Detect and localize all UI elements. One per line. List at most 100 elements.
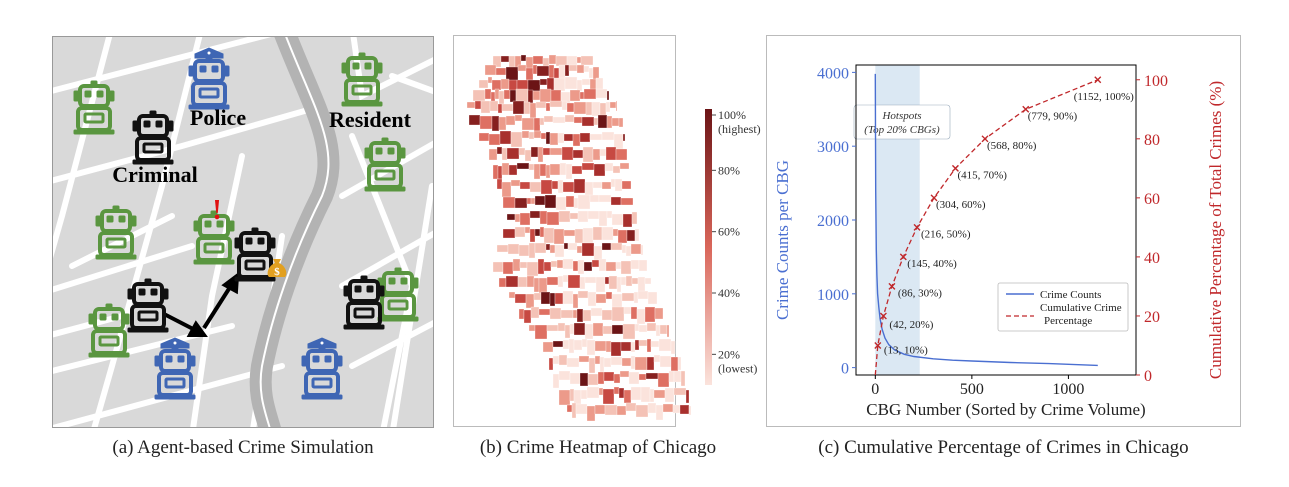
heatmap-cell [539, 117, 545, 126]
heatmap-cell [506, 147, 520, 160]
heatmap-cell [562, 339, 570, 350]
heatmap-cell [572, 309, 578, 319]
heatmap-cell [604, 162, 614, 172]
heatmap-cell [644, 306, 656, 323]
heatmap-cell [517, 64, 527, 72]
heatmap-cell [553, 77, 566, 92]
heatmap-cell [573, 322, 586, 336]
y-axis-label: Crime Counts per CBG [773, 160, 792, 320]
heatmap-cell [512, 258, 521, 272]
heatmap-cell [558, 64, 566, 80]
heatmap-cell [589, 194, 600, 203]
heatmap-cell [530, 197, 536, 205]
heatmap-cell [498, 277, 507, 288]
heatmap-cell [491, 115, 500, 132]
heatmap-cell [495, 67, 507, 76]
heatmap-cell [621, 244, 627, 254]
heatmap-cell [597, 371, 605, 385]
heatmap-cell [616, 405, 627, 416]
heatmap-cell [605, 340, 612, 353]
colorbar-tick-label: 60% [718, 225, 740, 239]
heatmap-cell [666, 324, 670, 338]
heatmap-cell [646, 356, 655, 371]
heatmap-cell [578, 355, 590, 363]
heatmap-cell [670, 340, 676, 355]
heatmap-cell [501, 181, 512, 198]
cumulative-marker [874, 341, 882, 349]
heatmap-cell [573, 339, 583, 351]
heatmap-cell [604, 276, 610, 285]
heatmap-cell [655, 324, 661, 337]
heatmap-cell [534, 324, 548, 340]
heatmap-cell [565, 163, 573, 180]
heatmap-cell [528, 242, 536, 259]
heatmap-cell [514, 114, 523, 122]
heatmap-cell [518, 308, 525, 320]
heatmap-cell [638, 373, 647, 381]
hotspot-sublabel: (Top 20% CBGs) [864, 124, 940, 136]
heatmap-cell [591, 259, 600, 268]
heatmap-cell [566, 102, 575, 113]
heatmap-cell [615, 261, 622, 270]
heatmap-cell [561, 146, 574, 161]
heatmap-cell [562, 181, 575, 193]
cumulative-marker [1094, 76, 1102, 84]
agent-simulation-panel: $ ! Police Resident Criminal [52, 36, 434, 428]
heatmap-cell [576, 56, 582, 64]
heatmap-cell [478, 132, 490, 142]
heatmap-cell [514, 213, 521, 223]
heatmap-cell [574, 228, 584, 244]
heatmap-cell [638, 339, 648, 347]
police-label: Police [190, 105, 246, 130]
heatmap-cell [496, 178, 503, 190]
heatmap-cell [514, 293, 527, 304]
heatmap-cell [609, 101, 617, 109]
heatmap-cell [497, 165, 503, 180]
heatmap-cell [553, 228, 565, 245]
heatmap-cell [612, 228, 619, 237]
y-tick-label: 4000 [817, 65, 849, 82]
heatmap-cell [557, 179, 564, 194]
heatmap-cell [590, 307, 603, 317]
heatmap-cell [584, 276, 597, 284]
heatmap-cell [646, 322, 657, 332]
heatmap-cell [537, 146, 544, 163]
heatmap-cell [534, 242, 547, 254]
heatmap-cell [530, 306, 540, 319]
heatmap-cell [592, 322, 604, 337]
heatmap-cell [571, 402, 577, 419]
heatmap-cell [479, 115, 493, 130]
heatmap-cell [593, 245, 603, 261]
police-robot-icon [300, 337, 344, 401]
heatmap-cell [468, 114, 481, 126]
heatmap-cell [563, 229, 576, 237]
heatmap-cell [492, 261, 504, 273]
heatmap-cell [532, 64, 538, 75]
heatmap-cell [494, 88, 500, 100]
heatmap-cell [576, 308, 584, 323]
heatmap-cell [496, 146, 503, 155]
heatmap-cell [679, 404, 690, 415]
heatmap-cell [497, 103, 503, 114]
heatmap-cell [581, 338, 588, 348]
heatmap-cell [496, 244, 509, 253]
colorbar [705, 109, 712, 385]
heatmap-cell [581, 116, 595, 127]
alert-exclamation-icon: ! [212, 195, 221, 226]
heatmap-cell [588, 67, 594, 79]
heatmap-cell [621, 292, 635, 302]
heatmap-cell [466, 101, 476, 109]
caption-panel-c: (c) Cumulative Percentage of Crimes in C… [818, 437, 1189, 458]
cumulative-point-label: (415, 70%) [957, 169, 1007, 181]
heatmap-cell [521, 117, 535, 131]
heatmap-cell [576, 64, 585, 74]
colorbar-tick-label: 40% [718, 286, 740, 300]
heatmap-cell [539, 210, 548, 225]
cumulative-marker [879, 312, 887, 320]
heatmap-cell [601, 309, 613, 321]
heatmap-cell [533, 130, 542, 139]
heatmap-cell [631, 277, 639, 285]
heatmap-cell [606, 115, 613, 129]
heatmap-cell [625, 245, 632, 257]
heatmap-cell [599, 356, 605, 373]
